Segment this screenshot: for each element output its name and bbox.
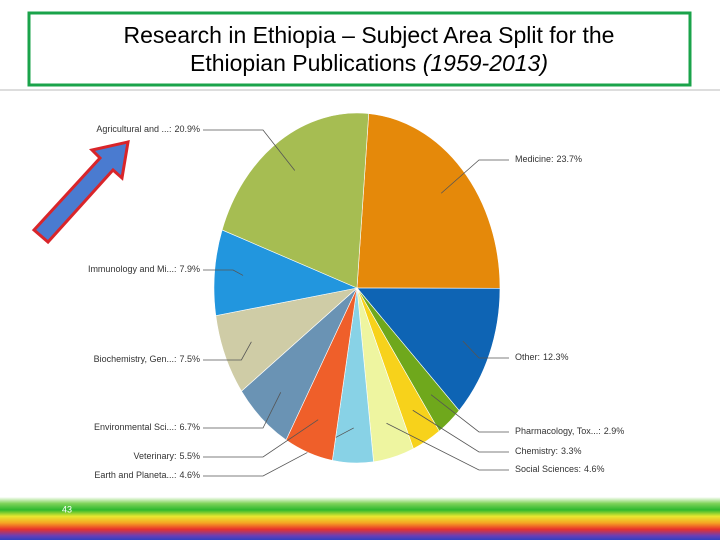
slice-value: 3.3% <box>561 446 582 456</box>
title-part: Ethiopian Publications <box>190 50 416 76</box>
leader-line <box>440 159 509 194</box>
slice-value: 2.9% <box>604 426 625 436</box>
slice-value: 4.6% <box>584 464 605 474</box>
leader-line <box>203 341 252 361</box>
slice-category: Earth and Planeta...: <box>94 470 176 480</box>
slice-label: Agricultural and ...: 20.9% <box>96 124 200 134</box>
title-box <box>27 11 692 87</box>
slice-label: Pharmacology, Tox...: 2.9% <box>515 426 624 436</box>
leader-line <box>462 340 509 359</box>
rainbow-band <box>0 497 720 540</box>
title: Ethiopian Publications (1959-2013) <box>190 50 548 76</box>
leader-line <box>386 422 509 471</box>
slice-category: Chemistry: <box>515 446 558 456</box>
slice-label: Environmental Sci...: 6.7% <box>94 422 200 432</box>
leader-line <box>412 409 509 453</box>
slice-category: Medicine: <box>515 154 554 164</box>
slice-category: Immunology and Mi...: <box>88 264 177 274</box>
slice-value: 7.5% <box>179 354 200 364</box>
slice-label: Social Sciences: 4.6% <box>515 464 605 474</box>
title-years: (1959-2013) <box>423 50 548 76</box>
slice-category: Biochemistry, Gen...: <box>94 354 177 364</box>
slice-value: 7.9% <box>179 264 200 274</box>
slice-label: Chemistry: 3.3% <box>515 446 582 456</box>
slice-category: Veterinary: <box>133 451 176 461</box>
leader-line <box>203 129 296 171</box>
slice-category: Social Sciences: <box>515 464 581 474</box>
leader-line <box>430 394 509 433</box>
arrow <box>31 140 130 245</box>
slide-number: 43 <box>62 504 72 514</box>
leader-line <box>203 419 319 458</box>
slice-value: 6.7% <box>179 422 200 432</box>
slice-value: 23.7% <box>557 154 583 164</box>
slice-category: Environmental Sci...: <box>94 422 177 432</box>
slice-value: 12.3% <box>543 352 569 362</box>
slice-category: Other: <box>515 352 540 362</box>
slice-label: Earth and Planeta...: 4.6% <box>94 470 200 480</box>
pie-slice <box>221 112 370 289</box>
slice-label: Veterinary: 5.5% <box>133 451 200 461</box>
leader-line <box>203 269 244 276</box>
slice-value: 20.9% <box>174 124 200 134</box>
slice-label: Medicine: 23.7% <box>515 154 582 164</box>
slice-label: Biochemistry, Gen...: 7.5% <box>94 354 200 364</box>
slice-label: Other: 12.3% <box>515 352 569 362</box>
slice-category: Pharmacology, Tox...: <box>515 426 601 436</box>
slice-category: Agricultural and ...: <box>96 124 171 134</box>
pie: Medicine: 23.7% Other: 12.3% Pharmacology, T… <box>88 112 624 480</box>
slice-value: 4.6% <box>179 470 200 480</box>
slice-value: 5.5% <box>179 451 200 461</box>
slice-label: Immunology and Mi...: 7.9% <box>88 264 200 274</box>
pie-slice <box>356 287 501 411</box>
title: Research in Ethiopia – Subject Area Spli… <box>124 22 615 48</box>
leader-line <box>203 392 282 429</box>
pie-slice <box>356 113 501 289</box>
